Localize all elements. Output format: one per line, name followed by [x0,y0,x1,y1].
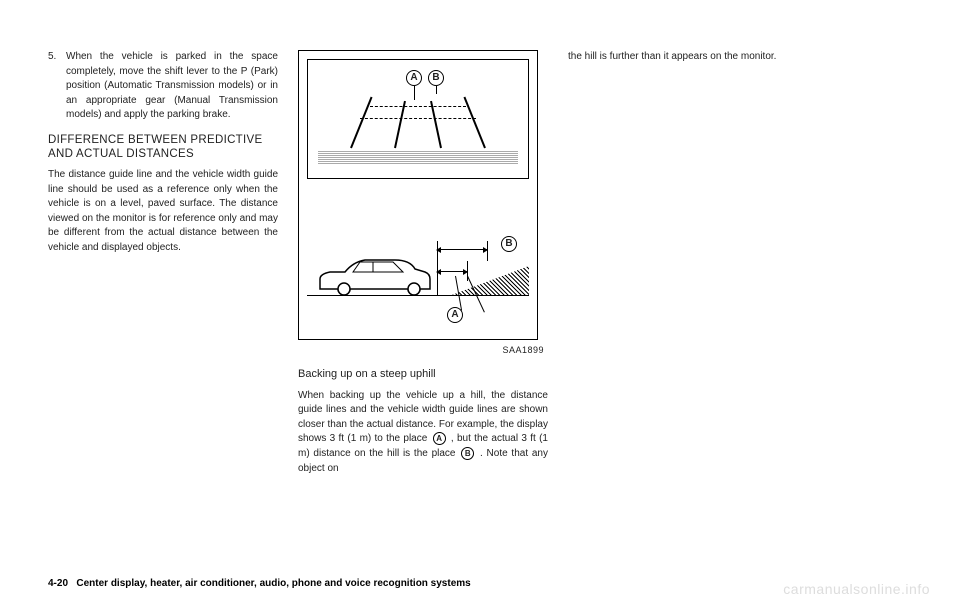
car-icon [315,254,435,296]
lane-line [394,101,406,148]
list-item-5: 5. When the vehicle is parked in the spa… [48,50,278,123]
figure-code: SAA1899 [298,344,548,357]
column-2: A B [298,50,548,484]
camera-view [332,78,504,158]
lane-line [430,101,442,148]
inline-label-a-icon: A [433,432,446,445]
guide-line [370,106,466,107]
ground-shade [318,150,518,164]
figure-diagram: A B [298,50,538,340]
label-a-icon: A [447,307,463,323]
sub-heading: Backing up on a steep uphill [298,367,548,383]
inline-label-b-icon: B [461,447,474,460]
lane-line [350,97,372,149]
guide-line [360,118,476,119]
section-title: Center display, heater, air conditioner,… [76,578,470,589]
column-3: the hill is further than it appears on t… [568,50,818,484]
section-heading: DIFFERENCE BETWEEN PREDICTIVE AND ACTUAL… [48,133,278,163]
page-number: 4-20 [48,578,68,589]
page-footer: 4-20 Center display, heater, air conditi… [48,578,471,589]
label-b-icon: B [501,236,517,252]
page-content: 5. When the vehicle is parked in the spa… [0,0,960,504]
watermark: carmanualsonline.info [783,581,930,597]
arrow-icon [437,249,487,250]
column-1: 5. When the vehicle is parked in the spa… [48,50,278,484]
list-number: 5. [48,50,66,123]
paragraph: The distance guide line and the vehicle … [48,168,278,255]
paragraph: the hill is further than it appears on t… [568,50,818,65]
arrow-icon [437,271,467,272]
figure-bottom-panel: A B [307,201,529,331]
figure-top-panel: A B [307,59,529,179]
list-text: When the vehicle is parked in the space … [66,50,278,123]
paragraph: When backing up the vehicle up a hill, t… [298,389,548,476]
lane-line [463,97,485,149]
